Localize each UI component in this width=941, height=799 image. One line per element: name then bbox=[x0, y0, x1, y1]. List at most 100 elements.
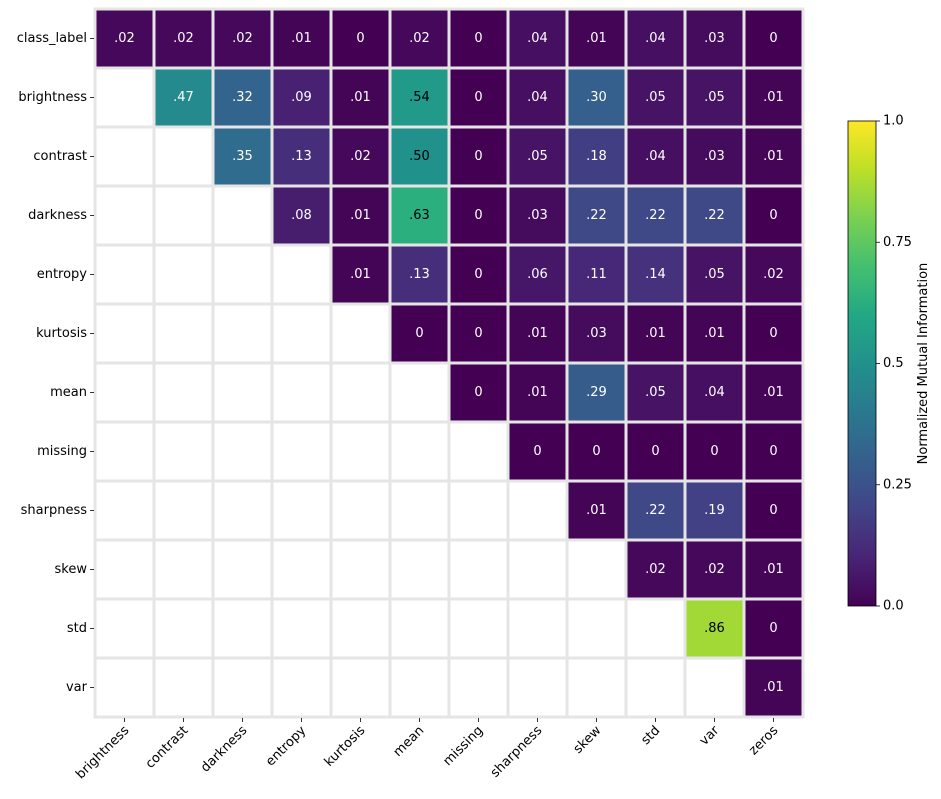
heatmap-cell-empty bbox=[509, 600, 566, 657]
heatmap-cell bbox=[509, 128, 566, 185]
cell-value-label: .54 bbox=[409, 90, 430, 105]
colorbar-gradient bbox=[847, 120, 877, 607]
heatmap-cell bbox=[509, 364, 566, 421]
heatmap-cell-empty bbox=[273, 659, 330, 716]
cell-value-label: 0 bbox=[474, 90, 482, 105]
heatmap-cell bbox=[509, 10, 566, 67]
cell-value-label: 0 bbox=[474, 267, 482, 282]
heatmap-cell bbox=[686, 541, 743, 598]
heatmap-cell-empty bbox=[96, 305, 153, 362]
cell-value-label: .32 bbox=[232, 90, 253, 105]
heatmap-cell bbox=[627, 246, 684, 303]
cell-value-label: .01 bbox=[704, 326, 725, 341]
heatmap-cell-empty bbox=[273, 305, 330, 362]
cell-value-label: .04 bbox=[645, 149, 666, 164]
colorbar-tick-label: 0.25 bbox=[883, 477, 912, 492]
heatmap-cell-empty bbox=[332, 541, 389, 598]
heatmap-cell bbox=[450, 187, 507, 244]
heatmap-cell bbox=[745, 364, 802, 421]
heatmap-cell bbox=[686, 187, 743, 244]
heatmap-cell bbox=[686, 305, 743, 362]
heatmap-cell bbox=[686, 69, 743, 126]
cell-value-label: 0 bbox=[474, 149, 482, 164]
heatmap-cell bbox=[745, 10, 802, 67]
heatmap-cell-empty bbox=[214, 423, 271, 480]
x-tick-label: kurtosis bbox=[322, 723, 369, 770]
cell-value-label: .01 bbox=[763, 385, 784, 400]
cell-value-label: .05 bbox=[645, 90, 666, 105]
cell-value-label: .01 bbox=[763, 562, 784, 577]
colorbar: 0.0 0.25 0.5 0.75 1.0 Normalized Mutual Infor… bbox=[847, 114, 931, 614]
cell-value-label: .01 bbox=[586, 31, 607, 46]
heatmap-cell bbox=[96, 10, 153, 67]
heatmap-cell bbox=[332, 10, 389, 67]
cell-value-label: .01 bbox=[763, 149, 784, 164]
heatmap-cell bbox=[686, 10, 743, 67]
heatmap-cell-empty bbox=[450, 423, 507, 480]
y-tick-label: kurtosis bbox=[36, 326, 87, 341]
heatmap-cell bbox=[214, 69, 271, 126]
heatmap-cell bbox=[745, 659, 802, 716]
cell-value-label: .01 bbox=[527, 326, 548, 341]
heatmap-cell-empty bbox=[96, 423, 153, 480]
heatmap-cell bbox=[273, 69, 330, 126]
cell-value-label: .02 bbox=[350, 149, 371, 164]
heatmap-cell-empty bbox=[391, 659, 448, 716]
heatmap-cell-empty bbox=[214, 482, 271, 539]
cell-value-label: .02 bbox=[409, 31, 430, 46]
colorbar-tick-label: 1.0 bbox=[883, 114, 904, 129]
heatmap-cell-empty bbox=[273, 246, 330, 303]
cell-value-label: .18 bbox=[586, 149, 607, 164]
heatmap-cell bbox=[686, 246, 743, 303]
heatmap-cell-empty bbox=[155, 423, 212, 480]
cell-value-label: .08 bbox=[291, 208, 312, 223]
heatmap-cell-empty bbox=[155, 364, 212, 421]
heatmap-cell bbox=[568, 423, 625, 480]
heatmap-cell-empty bbox=[155, 305, 212, 362]
cell-value-label: .01 bbox=[291, 31, 312, 46]
heatmap-cell-empty bbox=[391, 541, 448, 598]
heatmap-cell-empty bbox=[391, 482, 448, 539]
heatmap-cell bbox=[155, 69, 212, 126]
cell-value-label: 0 bbox=[769, 444, 777, 459]
heatmap-cell bbox=[568, 10, 625, 67]
heatmap-cell-empty bbox=[214, 600, 271, 657]
heatmap-cell-empty bbox=[391, 364, 448, 421]
heatmap-cell-empty bbox=[96, 69, 153, 126]
heatmap-cell-empty bbox=[273, 600, 330, 657]
heatmap-cell bbox=[568, 305, 625, 362]
cell-value-label: .11 bbox=[586, 267, 607, 282]
heatmap-cell-empty bbox=[332, 364, 389, 421]
cell-value-label: .14 bbox=[645, 267, 666, 282]
cell-value-label: .03 bbox=[586, 326, 607, 341]
heatmap-cell-empty bbox=[450, 659, 507, 716]
heatmap-cell bbox=[745, 541, 802, 598]
heatmap-cell bbox=[273, 128, 330, 185]
cell-value-label: .01 bbox=[527, 385, 548, 400]
heatmap-cell bbox=[686, 128, 743, 185]
cell-value-label: 0 bbox=[474, 31, 482, 46]
heatmap-cell-empty bbox=[391, 600, 448, 657]
heatmap-cell-empty bbox=[332, 482, 389, 539]
heatmap-grid: .02 .02 .02 .01 0 .02 0 .04 .01 .04 .03 0 .47 .32 .09.… bbox=[93, 7, 805, 719]
cell-value-label: 0 bbox=[474, 208, 482, 223]
heatmap-cell bbox=[391, 187, 448, 244]
cell-value-label: 0 bbox=[651, 444, 659, 459]
cell-value-label: .01 bbox=[763, 90, 784, 105]
heatmap-cell bbox=[627, 305, 684, 362]
heatmap-cell bbox=[627, 482, 684, 539]
cell-value-label: 0 bbox=[769, 503, 777, 518]
heatmap-cell bbox=[745, 69, 802, 126]
cell-value-label: 0 bbox=[356, 31, 364, 46]
heatmap-cell bbox=[745, 305, 802, 362]
heatmap-background bbox=[93, 7, 805, 719]
colorbar-tick-label: 0.75 bbox=[883, 235, 912, 250]
colorbar-tick-label: 0.0 bbox=[883, 599, 904, 614]
heatmap-cell bbox=[686, 423, 743, 480]
x-tick-label: var bbox=[697, 723, 723, 749]
x-tick-labels: brightness contrast darkness entropy kurtosi… bbox=[73, 718, 781, 782]
heatmap-cell bbox=[627, 69, 684, 126]
cell-value-label: .05 bbox=[704, 90, 725, 105]
heatmap-cell bbox=[627, 364, 684, 421]
heatmap-cell bbox=[332, 69, 389, 126]
